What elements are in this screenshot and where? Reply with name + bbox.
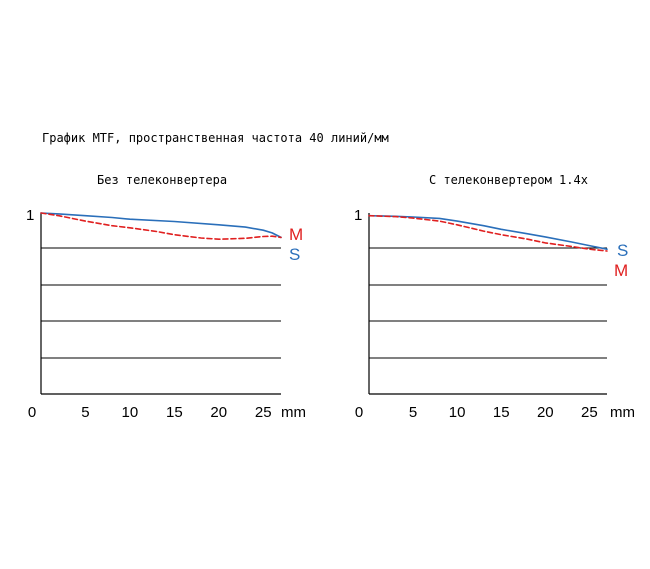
x-tick-label: 10 [122, 404, 139, 421]
x-tick-label: 0 [355, 404, 363, 421]
series-line-m [368, 214, 608, 252]
x-tick-label: 5 [409, 404, 417, 421]
x-tick-label: 0 [28, 404, 36, 421]
y-tick-label: 1 [354, 207, 362, 224]
x-tick-label: 15 [166, 404, 183, 421]
y-tick-label: 1 [26, 207, 34, 224]
x-tick-label: 5 [81, 404, 89, 421]
series-line-m [40, 212, 282, 240]
series-line-s [368, 214, 608, 250]
chart-title-left: Без телеконвертера [97, 173, 228, 187]
series-line-s [40, 212, 282, 239]
x-tick-label: 20 [537, 404, 554, 421]
x-tick-label: 20 [210, 404, 227, 421]
series-label-m: M [614, 261, 628, 280]
page-title: График MTF, пространственная частота 40 … [42, 131, 389, 145]
x-tick-label: 15 [493, 404, 510, 421]
series-label-s: S [617, 241, 628, 260]
series-label-s: S [289, 245, 300, 264]
x-unit-label: mm [281, 404, 306, 421]
x-tick-label: 25 [255, 404, 272, 421]
series-label-m: M [289, 225, 303, 244]
x-tick-label: 10 [449, 404, 466, 421]
x-tick-label: 25 [581, 404, 598, 421]
chart-title-right: С телеконвертером 1.4x [429, 173, 588, 187]
x-unit-label: mm [610, 404, 635, 421]
